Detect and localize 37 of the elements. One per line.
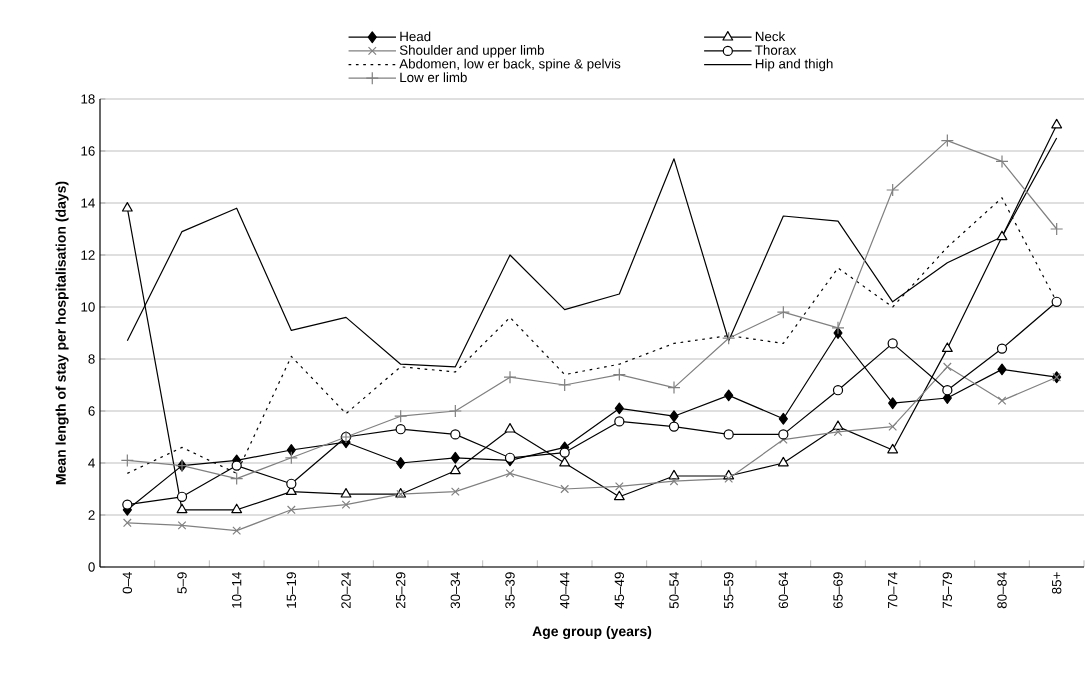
x-tick-label: 30–34 bbox=[450, 572, 461, 609]
y-tick-label: 0 bbox=[88, 562, 95, 572]
x-tick-label: 0–4 bbox=[122, 572, 133, 594]
x-tick-label: 25–29 bbox=[395, 572, 406, 609]
legend-label: Abdomen, low er back, spine & pelvis bbox=[399, 58, 621, 72]
legend-label: Head bbox=[400, 31, 431, 42]
x-tick-label: 50–54 bbox=[669, 572, 679, 609]
legend-label: Hip and thigh bbox=[755, 58, 833, 72]
y-tick-label: 16 bbox=[81, 146, 95, 156]
y-axis-title: Mean length of stay per hospitalisation (days) bbox=[55, 181, 69, 485]
legend-label: Shoulder and upper limb bbox=[399, 45, 544, 58]
y-tick-label: 6 bbox=[88, 406, 95, 416]
x-tick-label: 45–49 bbox=[614, 572, 625, 609]
x-tick-label: 40–44 bbox=[559, 572, 570, 609]
x-tick-label: 15–19 bbox=[286, 572, 297, 608]
y-tick-label: 14 bbox=[81, 198, 95, 208]
legend-label: Neck bbox=[755, 31, 786, 42]
x-axis-title: Age group (years) bbox=[532, 625, 652, 640]
x-tick-label: 5–9 bbox=[177, 572, 187, 594]
x-tick-label: 55–59 bbox=[723, 572, 734, 609]
y-tick-label: 8 bbox=[88, 354, 95, 364]
legend-label: Low er limb bbox=[400, 72, 467, 83]
y-tick-label: 18 bbox=[81, 94, 95, 104]
x-tick-label: 65–69 bbox=[833, 572, 843, 609]
x-tick-label: 70–74 bbox=[887, 572, 898, 609]
x-tick-label: 60–64 bbox=[778, 572, 789, 609]
y-tick-label: 2 bbox=[88, 510, 95, 520]
x-tick-label: 75–79 bbox=[942, 572, 953, 609]
y-tick-label: 4 bbox=[88, 458, 95, 468]
legend-label: Thorax bbox=[755, 45, 797, 55]
x-tick-label: 20–24 bbox=[341, 572, 351, 609]
x-tick-label: 80–84 bbox=[997, 572, 1007, 609]
x-tick-label: 35–39 bbox=[505, 572, 515, 609]
y-tick-label: 12 bbox=[81, 250, 95, 260]
y-tick-label: 10 bbox=[81, 302, 95, 312]
x-tick-label: 10–14 bbox=[231, 572, 242, 608]
x-tick-label: 85+ bbox=[1051, 572, 1062, 594]
